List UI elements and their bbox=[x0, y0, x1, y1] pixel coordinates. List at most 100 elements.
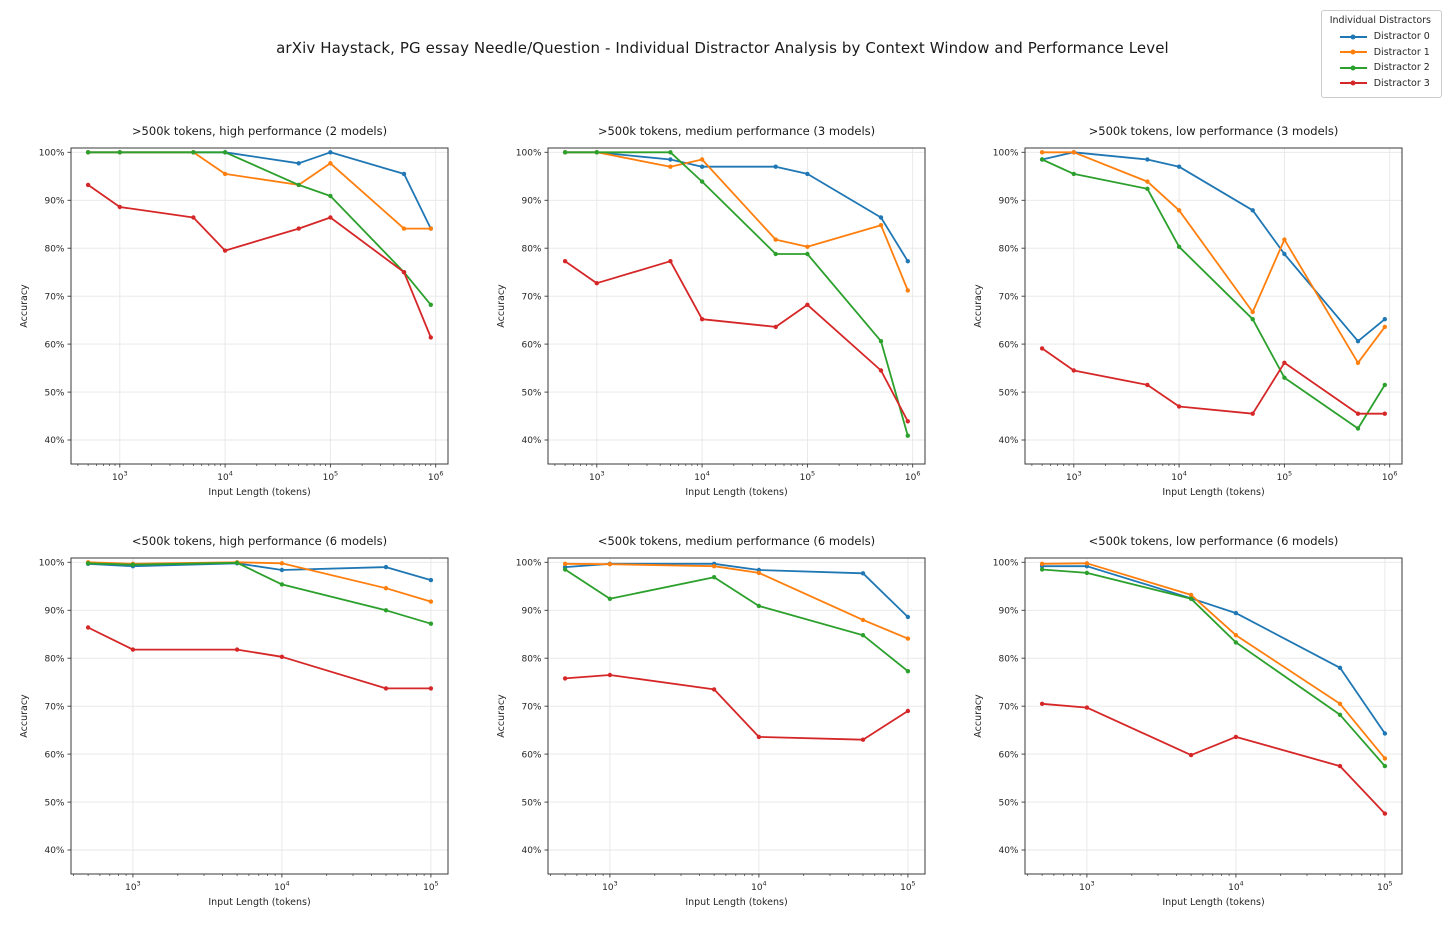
svg-text:105: 105 bbox=[1377, 880, 1393, 894]
svg-text:60%: 60% bbox=[998, 750, 1018, 760]
svg-text:106: 106 bbox=[428, 470, 444, 484]
grid bbox=[548, 558, 925, 874]
x-axis-label: Input Length (tokens) bbox=[208, 897, 310, 908]
svg-text:40%: 40% bbox=[998, 846, 1018, 856]
svg-text:50%: 50% bbox=[521, 798, 541, 808]
series-line-distractor-2 bbox=[1041, 568, 1386, 768]
x-axis: 103 104 105 106 bbox=[1031, 464, 1398, 484]
plot-area bbox=[548, 148, 925, 464]
svg-text:103: 103 bbox=[589, 470, 605, 484]
svg-text:50%: 50% bbox=[44, 388, 64, 398]
series-line-distractor-1 bbox=[564, 151, 909, 292]
svg-text:60%: 60% bbox=[44, 340, 64, 350]
svg-text:70%: 70% bbox=[521, 292, 541, 302]
x-axis-label: Input Length (tokens) bbox=[1162, 487, 1264, 498]
svg-text:60%: 60% bbox=[521, 750, 541, 760]
svg-text:70%: 70% bbox=[44, 292, 64, 302]
svg-text:80%: 80% bbox=[998, 654, 1018, 664]
grid bbox=[1025, 558, 1402, 874]
series-line-distractor-0 bbox=[1041, 151, 1386, 343]
svg-text:40%: 40% bbox=[998, 436, 1018, 446]
svg-text:90%: 90% bbox=[44, 607, 64, 617]
svg-text:105: 105 bbox=[1277, 470, 1293, 484]
series-markers-distractor-2 bbox=[562, 150, 910, 438]
series-line-distractor-0 bbox=[87, 562, 432, 581]
x-axis: 103 104 105 bbox=[1027, 874, 1393, 894]
x-axis-label: Input Length (tokens) bbox=[685, 487, 787, 498]
y-axis-label: Accuracy bbox=[973, 284, 984, 328]
grid bbox=[1025, 148, 1402, 464]
x-axis: 103 104 105 bbox=[550, 874, 916, 894]
series-markers-distractor-3 bbox=[85, 625, 434, 691]
series-line-distractor-3 bbox=[564, 674, 909, 741]
series-markers-distractor-2 bbox=[1039, 567, 1388, 769]
plot-area bbox=[71, 148, 448, 464]
subplot-title: <500k tokens, low performance (6 models) bbox=[1089, 534, 1339, 548]
series-markers-distractor-3 bbox=[1039, 346, 1387, 416]
y-axis: 40% 50% 60% 70% 80% 90% 100% bbox=[39, 559, 71, 856]
svg-text:50%: 50% bbox=[998, 388, 1018, 398]
svg-text:60%: 60% bbox=[44, 750, 64, 760]
axes-spines bbox=[1024, 557, 1403, 875]
series-markers-distractor-3 bbox=[85, 182, 433, 340]
series-line-distractor-0 bbox=[564, 151, 909, 263]
y-axis: 40% 50% 60% 70% 80% 90% 100% bbox=[516, 149, 548, 446]
legend-line-marker-icon bbox=[1339, 49, 1367, 55]
svg-text:104: 104 bbox=[694, 470, 710, 484]
svg-text:100%: 100% bbox=[516, 559, 542, 569]
series-line-distractor-3 bbox=[1041, 702, 1386, 815]
series-markers-distractor-2 bbox=[562, 567, 911, 674]
subplot-over500k-medium-performance: 40% 50% 60% 70% 80% 90% 100% 103 104 105 106 >500k … bbox=[496, 124, 926, 498]
grid bbox=[71, 558, 448, 874]
x-axis-label: Input Length (tokens) bbox=[208, 487, 310, 498]
subplot-under500k-medium-performance: 40% 50% 60% 70% 80% 90% 100% 103 104 105 <500k tok… bbox=[496, 534, 926, 908]
svg-text:90%: 90% bbox=[998, 197, 1018, 207]
svg-text:104: 104 bbox=[217, 470, 233, 484]
svg-text:106: 106 bbox=[1382, 470, 1398, 484]
legend-title: Individual Distractors bbox=[1329, 15, 1431, 26]
y-axis: 40% 50% 60% 70% 80% 90% 100% bbox=[993, 149, 1025, 446]
axes-spines bbox=[1024, 147, 1403, 465]
svg-text:105: 105 bbox=[800, 470, 816, 484]
subplot-under500k-high-performance: 40% 50% 60% 70% 80% 90% 100% 103 104 105 <500k tok… bbox=[19, 534, 449, 908]
series-line-distractor-0 bbox=[1041, 565, 1386, 735]
series-line-distractor-2 bbox=[1041, 158, 1386, 430]
svg-text:60%: 60% bbox=[521, 340, 541, 350]
subplot-title: >500k tokens, medium performance (3 mode… bbox=[598, 124, 875, 138]
subplot-over500k-low-performance: 40% 50% 60% 70% 80% 90% 100% 103 104 105 106 >500k … bbox=[973, 124, 1403, 498]
x-axis: 103 104 105 bbox=[73, 874, 439, 894]
y-axis-label: Accuracy bbox=[973, 694, 984, 738]
series-markers-distractor-3 bbox=[562, 672, 911, 742]
legend-item-label: Distractor 3 bbox=[1373, 77, 1430, 89]
svg-text:80%: 80% bbox=[521, 654, 541, 664]
x-axis-label: Input Length (tokens) bbox=[685, 897, 787, 908]
svg-text:100%: 100% bbox=[39, 149, 65, 159]
svg-text:70%: 70% bbox=[44, 702, 64, 712]
legend-item: Distractor 2 bbox=[1330, 60, 1431, 76]
svg-text:70%: 70% bbox=[998, 702, 1018, 712]
subplot-grid: 40% 50% 60% 70% 80% 90% 100% 103 104 105 106 >500k … bbox=[12, 115, 1443, 925]
svg-text:104: 104 bbox=[751, 880, 767, 894]
series-markers-distractor-1 bbox=[562, 561, 911, 641]
axes-spines bbox=[70, 147, 449, 465]
svg-text:90%: 90% bbox=[998, 607, 1018, 617]
series-line-distractor-2 bbox=[564, 568, 909, 673]
svg-text:50%: 50% bbox=[998, 798, 1018, 808]
legend-item: Distractor 0 bbox=[1330, 29, 1431, 45]
y-axis: 40% 50% 60% 70% 80% 90% 100% bbox=[39, 149, 71, 446]
series-markers-distractor-3 bbox=[1039, 701, 1388, 816]
legend-line-marker-icon bbox=[1339, 65, 1367, 71]
legend-item-label: Distractor 2 bbox=[1373, 62, 1430, 74]
svg-text:103: 103 bbox=[125, 880, 141, 894]
y-axis-label: Accuracy bbox=[496, 284, 507, 328]
svg-text:70%: 70% bbox=[521, 702, 541, 712]
axes-spines bbox=[70, 557, 449, 875]
series-line-distractor-3 bbox=[87, 626, 432, 690]
legend: Individual Distractors Distractor 0 Dist… bbox=[1320, 10, 1442, 98]
svg-text:40%: 40% bbox=[44, 846, 64, 856]
svg-text:106: 106 bbox=[905, 470, 921, 484]
svg-text:90%: 90% bbox=[44, 197, 64, 207]
svg-text:50%: 50% bbox=[521, 388, 541, 398]
svg-text:40%: 40% bbox=[521, 846, 541, 856]
